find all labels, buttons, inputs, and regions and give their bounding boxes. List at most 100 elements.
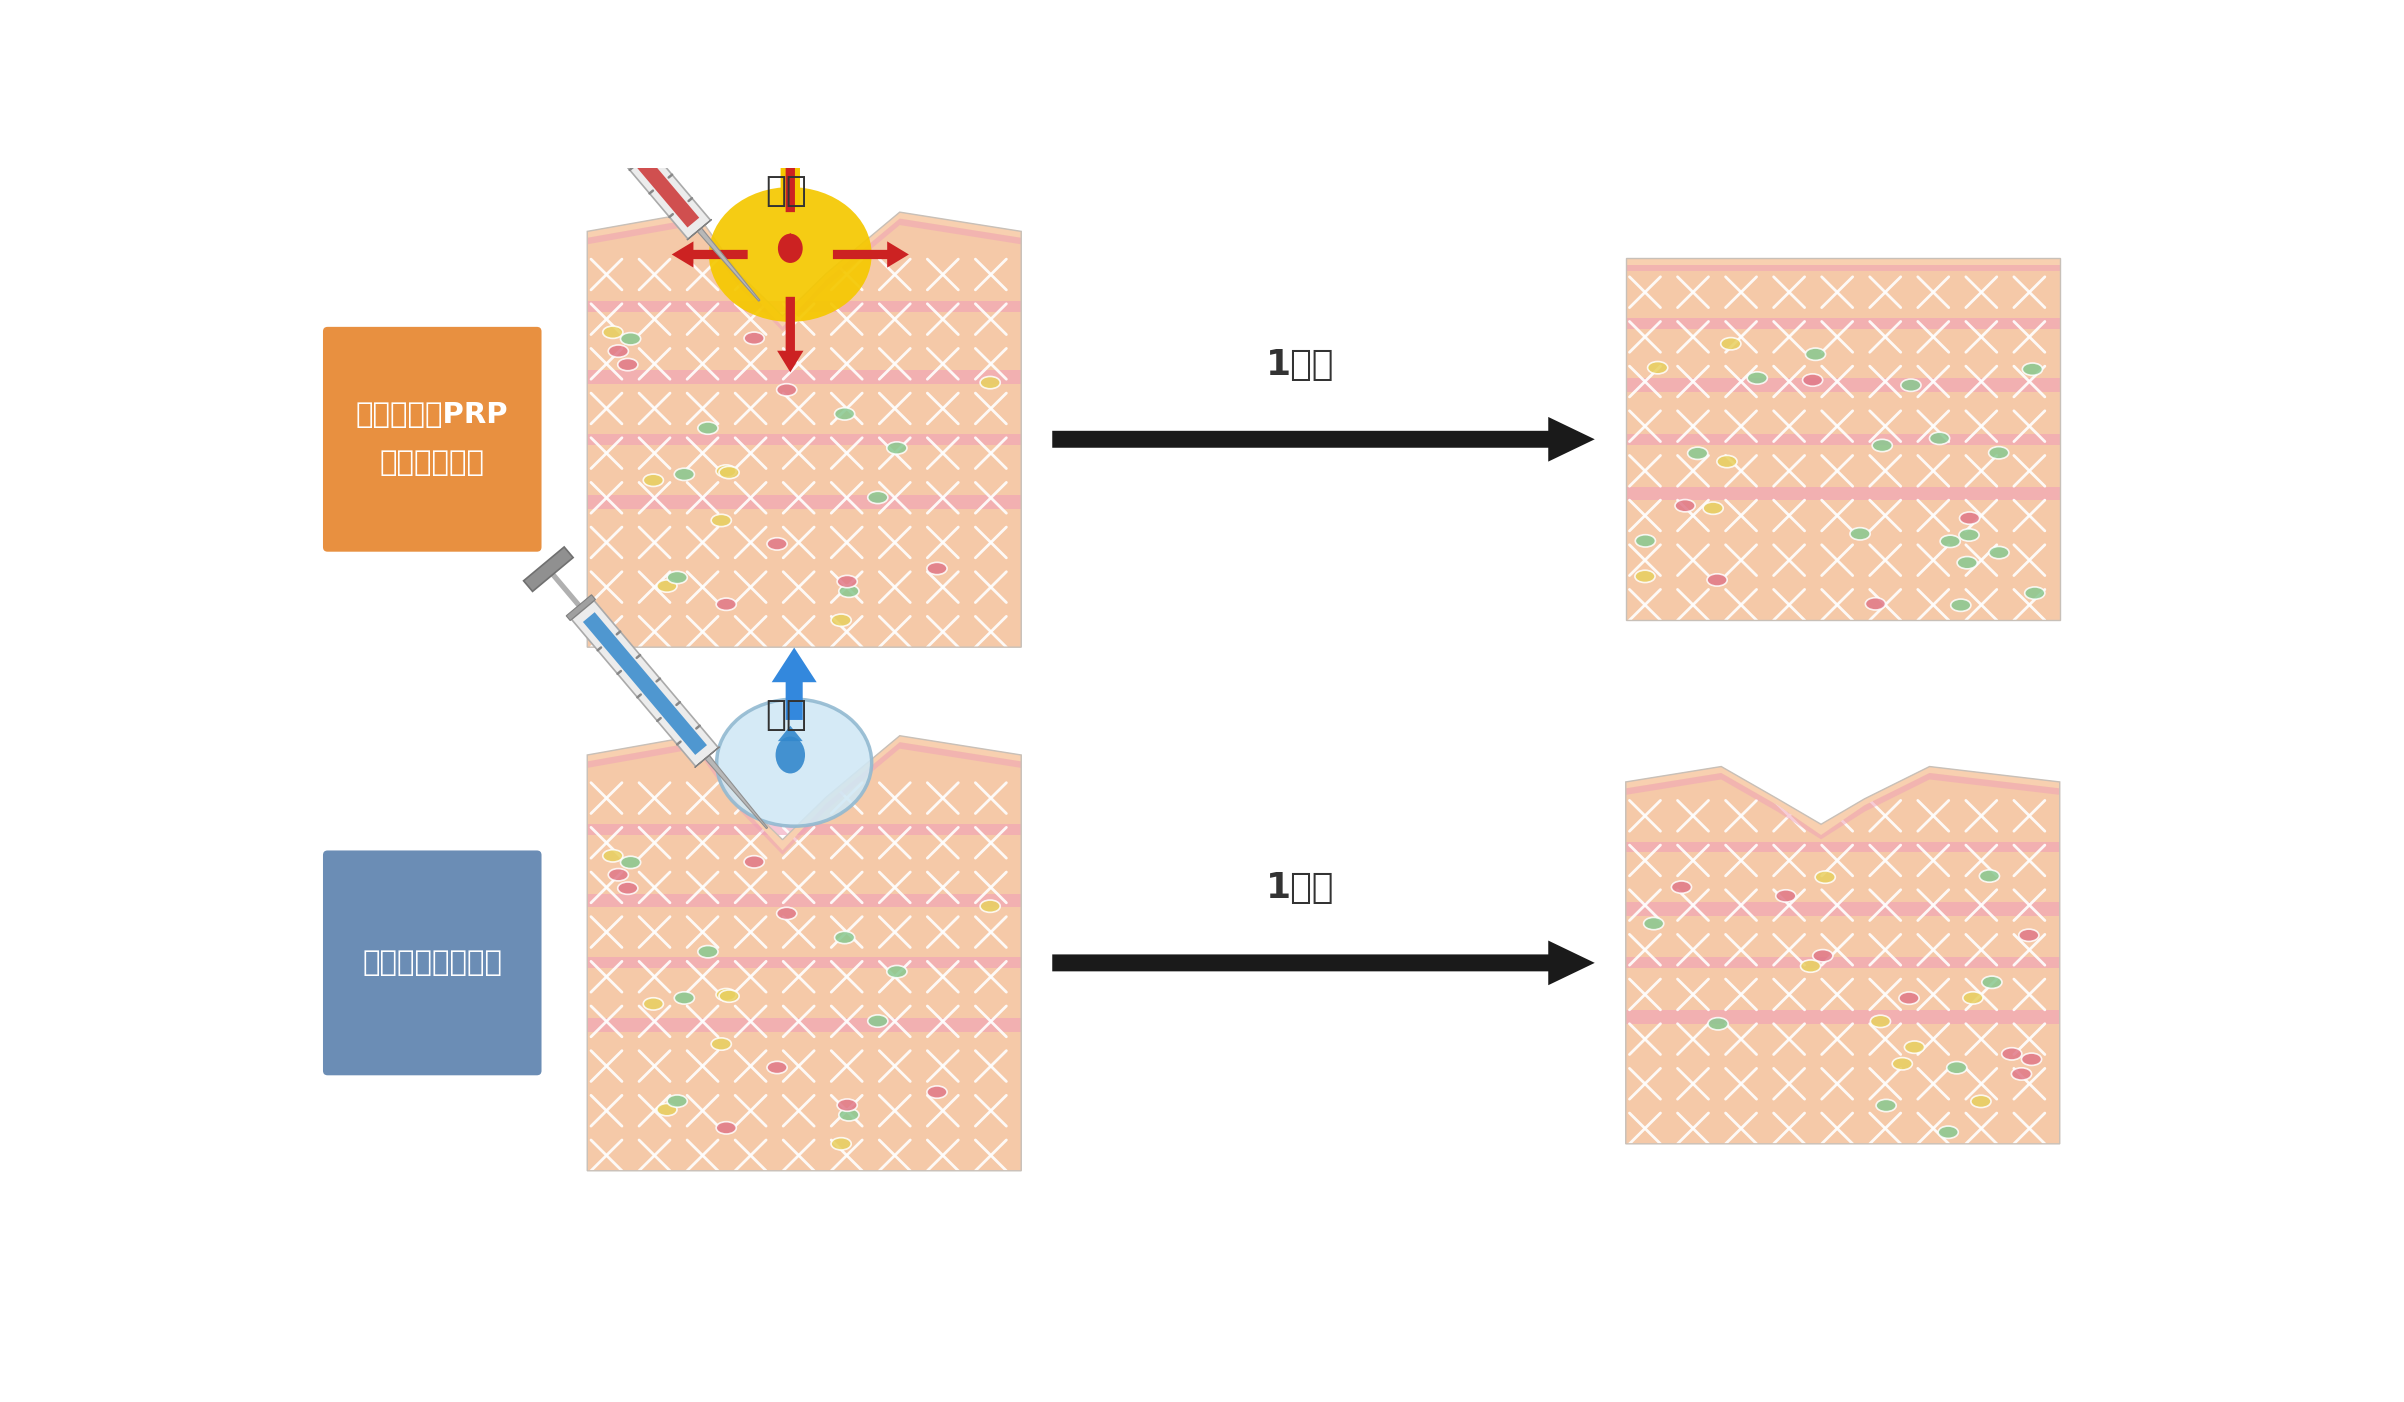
Polygon shape xyxy=(587,219,1022,331)
Polygon shape xyxy=(524,547,572,592)
Ellipse shape xyxy=(1815,871,1834,883)
Polygon shape xyxy=(575,84,700,227)
Ellipse shape xyxy=(644,474,664,486)
Ellipse shape xyxy=(620,332,639,345)
Ellipse shape xyxy=(868,491,887,503)
Ellipse shape xyxy=(1988,447,2010,458)
Polygon shape xyxy=(1625,258,2060,620)
Polygon shape xyxy=(587,736,1022,1171)
Text: プレミアムPRP
皮膚再生療法: プレミアムPRP 皮膚再生療法 xyxy=(356,401,510,477)
Ellipse shape xyxy=(1981,976,2003,988)
Polygon shape xyxy=(1625,773,2060,840)
Text: シワ: シワ xyxy=(764,174,808,209)
Ellipse shape xyxy=(1851,527,1870,540)
Ellipse shape xyxy=(697,945,719,958)
Ellipse shape xyxy=(716,599,736,610)
Ellipse shape xyxy=(1938,1126,1959,1138)
Ellipse shape xyxy=(1671,880,1692,893)
Ellipse shape xyxy=(837,575,858,587)
Polygon shape xyxy=(543,45,577,84)
Ellipse shape xyxy=(887,966,906,977)
Polygon shape xyxy=(688,219,712,240)
Ellipse shape xyxy=(1892,1057,1911,1070)
Ellipse shape xyxy=(1902,379,1921,391)
Ellipse shape xyxy=(716,700,873,826)
Ellipse shape xyxy=(712,1037,731,1050)
Ellipse shape xyxy=(719,990,738,1002)
Ellipse shape xyxy=(618,882,637,894)
Text: 1年後: 1年後 xyxy=(1267,871,1334,906)
Ellipse shape xyxy=(1950,599,1971,611)
Ellipse shape xyxy=(603,850,623,862)
Polygon shape xyxy=(1625,767,2060,836)
FancyArrow shape xyxy=(1053,941,1594,986)
Ellipse shape xyxy=(608,345,627,358)
Polygon shape xyxy=(558,67,587,93)
Ellipse shape xyxy=(1947,1061,1966,1074)
Ellipse shape xyxy=(2012,1068,2031,1080)
Ellipse shape xyxy=(1988,547,2010,559)
Ellipse shape xyxy=(709,186,873,322)
Ellipse shape xyxy=(673,468,695,481)
Ellipse shape xyxy=(887,442,906,454)
Polygon shape xyxy=(587,370,1022,384)
Ellipse shape xyxy=(776,384,796,395)
Ellipse shape xyxy=(832,614,851,627)
Polygon shape xyxy=(781,233,801,245)
Ellipse shape xyxy=(981,377,1000,388)
Ellipse shape xyxy=(776,736,805,774)
Ellipse shape xyxy=(745,332,764,345)
Ellipse shape xyxy=(1644,917,1664,930)
Ellipse shape xyxy=(656,1103,678,1116)
Ellipse shape xyxy=(1707,1018,1728,1030)
Ellipse shape xyxy=(716,1122,736,1134)
Ellipse shape xyxy=(1866,597,1885,610)
Ellipse shape xyxy=(1971,1095,1991,1108)
Ellipse shape xyxy=(745,855,764,868)
Polygon shape xyxy=(587,893,1022,907)
FancyArrow shape xyxy=(772,648,817,721)
Ellipse shape xyxy=(1899,993,1918,1004)
Polygon shape xyxy=(1625,433,2060,444)
Ellipse shape xyxy=(1873,439,1892,451)
Polygon shape xyxy=(587,212,1022,648)
Ellipse shape xyxy=(618,359,637,370)
Ellipse shape xyxy=(834,408,856,421)
Ellipse shape xyxy=(1957,557,1976,569)
Ellipse shape xyxy=(1870,1015,1890,1028)
Text: 1年後: 1年後 xyxy=(1267,348,1334,381)
Ellipse shape xyxy=(656,580,678,592)
Polygon shape xyxy=(1625,379,2060,393)
Ellipse shape xyxy=(668,572,688,583)
Ellipse shape xyxy=(1875,1099,1897,1112)
Polygon shape xyxy=(587,736,1022,851)
Polygon shape xyxy=(695,747,719,767)
Polygon shape xyxy=(587,433,1022,444)
Ellipse shape xyxy=(603,327,623,338)
Ellipse shape xyxy=(1716,456,1738,468)
Ellipse shape xyxy=(1777,890,1796,901)
Polygon shape xyxy=(587,742,1022,855)
Polygon shape xyxy=(704,756,767,829)
Ellipse shape xyxy=(719,467,738,478)
Ellipse shape xyxy=(767,538,786,550)
Ellipse shape xyxy=(716,988,736,1001)
Ellipse shape xyxy=(1688,447,1707,460)
Ellipse shape xyxy=(1930,432,1950,444)
Polygon shape xyxy=(1625,318,2060,329)
Polygon shape xyxy=(1625,265,2060,271)
Ellipse shape xyxy=(1647,362,1668,374)
Polygon shape xyxy=(1625,1011,2060,1023)
Ellipse shape xyxy=(1959,529,1978,541)
Polygon shape xyxy=(565,73,712,240)
Ellipse shape xyxy=(1801,960,1820,972)
Ellipse shape xyxy=(1676,499,1695,512)
Ellipse shape xyxy=(1904,1042,1926,1053)
Ellipse shape xyxy=(712,515,731,527)
Ellipse shape xyxy=(620,857,639,869)
Text: シワ: シワ xyxy=(764,698,808,732)
Polygon shape xyxy=(587,958,1022,969)
Polygon shape xyxy=(1625,841,2060,852)
Polygon shape xyxy=(1625,958,2060,969)
FancyArrow shape xyxy=(1053,416,1594,461)
